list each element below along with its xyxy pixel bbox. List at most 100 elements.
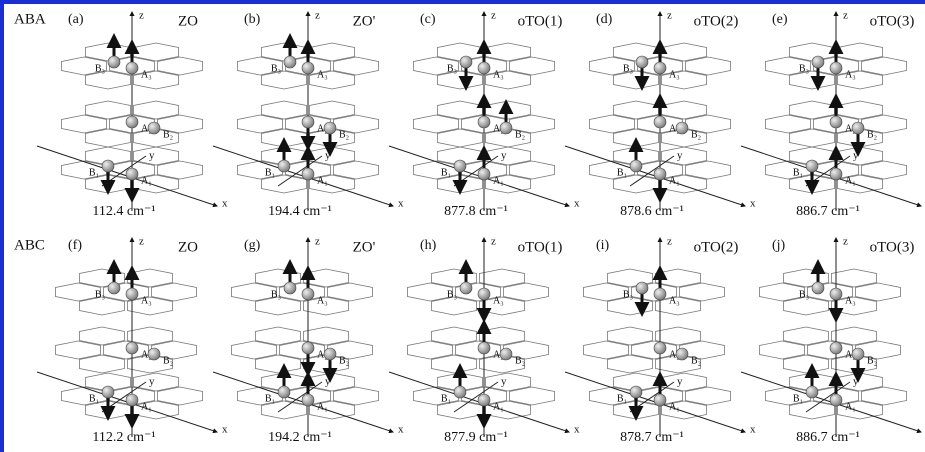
atom bbox=[630, 160, 642, 172]
atom bbox=[454, 160, 466, 172]
atom bbox=[830, 62, 842, 74]
mode-label: ZO bbox=[178, 13, 198, 29]
atom bbox=[830, 116, 842, 128]
y-axis-label: y bbox=[149, 376, 155, 388]
atom-label: A₁ bbox=[493, 401, 504, 412]
atom bbox=[478, 62, 490, 74]
panel: zxyB₃A₃A₂B₂B₁A₁(g)ZO'194.2 cm⁻¹ bbox=[213, 236, 404, 446]
atom-label: A₃ bbox=[845, 295, 856, 306]
atom-label: B₂ bbox=[515, 129, 525, 140]
atom-label: B₁ bbox=[793, 167, 803, 178]
y-axis-label: y bbox=[501, 150, 507, 162]
frame-left bbox=[0, 0, 4, 452]
y-axis-label: y bbox=[677, 150, 683, 162]
panel: zxyB₃A₃A₂B₂B₁A₁(c)oTO(1)877.8 cm⁻¹ bbox=[389, 10, 580, 220]
atom-label: A₃ bbox=[493, 69, 504, 80]
atom-label: B₁ bbox=[617, 167, 627, 178]
z-axis-label: z bbox=[667, 236, 672, 248]
atom bbox=[108, 282, 120, 294]
atom bbox=[830, 342, 842, 354]
frequency-label: 112.2 cm⁻¹ bbox=[92, 430, 155, 445]
panel-letter: (i) bbox=[596, 238, 610, 253]
atom bbox=[460, 282, 472, 294]
panel-letter: (a) bbox=[68, 12, 84, 27]
atom bbox=[102, 160, 114, 172]
z-axis-label: z bbox=[315, 236, 320, 248]
atom-label: B₂ bbox=[867, 129, 877, 140]
atom bbox=[636, 282, 648, 294]
atom bbox=[302, 62, 314, 74]
mode-label: oTO(2) bbox=[694, 239, 739, 255]
atom-label: A₃ bbox=[493, 295, 504, 306]
panel-letter: (e) bbox=[772, 12, 788, 27]
panel-letter: (d) bbox=[596, 12, 613, 27]
z-axis-label: z bbox=[491, 10, 496, 22]
atom-label: B₁ bbox=[265, 167, 275, 178]
atom bbox=[302, 342, 314, 354]
atom bbox=[806, 160, 818, 172]
x-axis-label: x bbox=[398, 424, 404, 436]
atom-label: A₃ bbox=[669, 69, 680, 80]
figure: ABAzxyB₃A₃A₂B₂B₁A₁(a)ZO112.4 cm⁻¹zxyB₃A₃… bbox=[0, 0, 925, 452]
atom bbox=[278, 160, 290, 172]
atom bbox=[806, 386, 818, 398]
atom bbox=[654, 394, 666, 406]
panel-letter: (g) bbox=[244, 238, 261, 253]
atom-label: B₁ bbox=[89, 393, 99, 404]
atom-label: B₁ bbox=[441, 167, 451, 178]
atom bbox=[460, 56, 472, 68]
atom-label: B₃ bbox=[447, 289, 457, 300]
atom bbox=[302, 116, 314, 128]
x-axis-label: x bbox=[222, 424, 228, 436]
z-axis-label: z bbox=[843, 10, 848, 22]
atom-label: A₁ bbox=[845, 401, 856, 412]
atom-label: A₃ bbox=[845, 69, 856, 80]
atom-label: B₃ bbox=[447, 63, 457, 74]
atom-label: B₂ bbox=[339, 129, 349, 140]
atom bbox=[302, 168, 314, 180]
atom bbox=[302, 394, 314, 406]
atom-label: B₁ bbox=[265, 393, 275, 404]
atom bbox=[302, 288, 314, 300]
atom bbox=[654, 168, 666, 180]
atom-label: A₁ bbox=[317, 401, 328, 412]
atom bbox=[148, 348, 160, 360]
atom bbox=[126, 288, 138, 300]
atom-label: A₁ bbox=[493, 175, 504, 186]
stacking-label: ABC bbox=[14, 237, 45, 253]
x-axis-label: x bbox=[398, 198, 404, 210]
atom-label: B₂ bbox=[867, 355, 877, 366]
x-axis-label: x bbox=[750, 198, 756, 210]
panel-letter: (b) bbox=[244, 12, 261, 27]
atom bbox=[500, 122, 512, 134]
mode-label: oTO(3) bbox=[870, 239, 915, 255]
mode-label: ZO' bbox=[353, 13, 376, 29]
panel-letter: (c) bbox=[420, 12, 436, 27]
panel: zxyB₃A₃A₂B₂B₁A₁(i)oTO(2)878.7 cm⁻¹ bbox=[565, 236, 756, 446]
atom-label: A₁ bbox=[141, 401, 152, 412]
atom-label: A₁ bbox=[317, 175, 328, 186]
atom bbox=[654, 342, 666, 354]
atom bbox=[102, 386, 114, 398]
atom-label: A₃ bbox=[141, 295, 152, 306]
atom bbox=[478, 342, 490, 354]
x-axis-label: x bbox=[222, 198, 228, 210]
mode-label: oTO(2) bbox=[694, 13, 739, 29]
atom-label: A₃ bbox=[141, 69, 152, 80]
atom bbox=[126, 342, 138, 354]
atom bbox=[478, 116, 490, 128]
atom bbox=[500, 348, 512, 360]
mode-label: oTO(1) bbox=[518, 13, 563, 29]
z-axis-label: z bbox=[315, 10, 320, 22]
atom-label: B₃ bbox=[623, 63, 633, 74]
atom bbox=[630, 386, 642, 398]
atom-label: B₃ bbox=[799, 63, 809, 74]
atom-label: B₁ bbox=[441, 393, 451, 404]
atom bbox=[278, 386, 290, 398]
atom-label: B₁ bbox=[793, 393, 803, 404]
panel-letter: (h) bbox=[420, 238, 437, 253]
atom bbox=[852, 122, 864, 134]
atom bbox=[654, 62, 666, 74]
frequency-label: 194.4 cm⁻¹ bbox=[268, 204, 332, 219]
